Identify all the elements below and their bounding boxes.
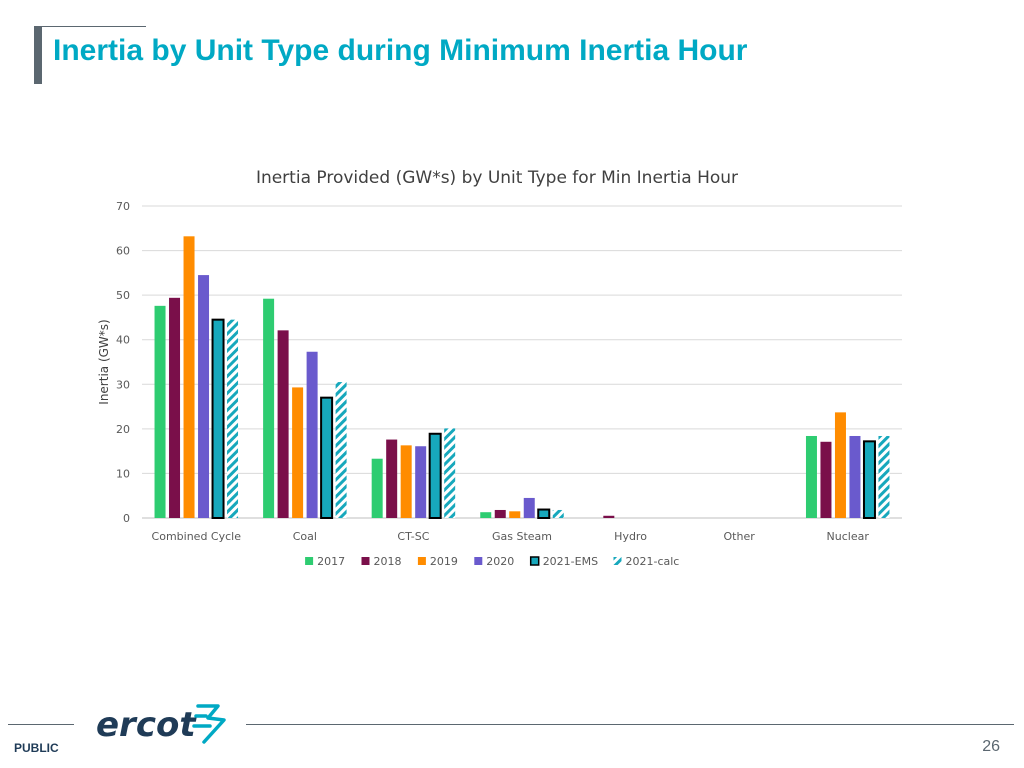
- legend-item: 2018: [361, 555, 402, 568]
- bar: [878, 435, 890, 518]
- bar: [183, 236, 195, 518]
- y-tick-label: 20: [116, 423, 130, 436]
- bar: [603, 515, 615, 518]
- bar: [834, 412, 846, 518]
- bar: [428, 432, 442, 520]
- bar: [400, 445, 412, 518]
- legend-item: 2021-EMS: [529, 555, 598, 568]
- legend-label: 2020: [486, 555, 514, 568]
- bar: [386, 439, 398, 518]
- bar: [263, 298, 275, 518]
- slide-title: Inertia by Unit Type during Minimum Iner…: [53, 34, 748, 67]
- bar: [509, 511, 521, 518]
- bar: [820, 441, 832, 518]
- footer-rule-left: [8, 724, 74, 725]
- bar-group: [154, 236, 239, 519]
- bar-group: [603, 515, 615, 518]
- bar: [805, 435, 817, 518]
- x-tick-label: CT-SC: [397, 530, 429, 543]
- chart-title: Inertia Provided (GW*s) by Unit Type for…: [256, 168, 738, 188]
- x-tick-label: Hydro: [614, 530, 647, 543]
- x-tick-label: Combined Cycle: [152, 530, 242, 543]
- legend-label: 2021-calc: [626, 555, 680, 568]
- logo-wordmark: ercot: [96, 705, 197, 745]
- bar: [415, 446, 427, 518]
- bar: [371, 458, 383, 518]
- bar: [849, 435, 861, 518]
- x-tick-label: Nuclear: [827, 530, 870, 543]
- y-tick-label: 0: [123, 512, 130, 525]
- footer-classification: PUBLIC: [14, 741, 59, 755]
- y-tick-label: 60: [116, 245, 130, 258]
- legend-item: 2021-calc: [613, 555, 680, 568]
- bar-group: [371, 428, 456, 520]
- legend-label: 2017: [317, 555, 345, 568]
- bar: [292, 387, 304, 518]
- legend-label: 2021-EMS: [543, 555, 598, 568]
- legend-swatch: [529, 556, 540, 566]
- y-axis-ticks: 0 10 20 30 40 50 60 70: [116, 200, 130, 525]
- ercot-logo: ercot: [96, 704, 226, 745]
- bar: [523, 497, 535, 518]
- logo-symbol-icon: [192, 704, 226, 744]
- x-tick-label: Other: [724, 530, 756, 543]
- bar: [306, 351, 318, 518]
- bar: [862, 440, 876, 519]
- bar: [537, 508, 551, 520]
- bar: [169, 297, 181, 518]
- y-tick-label: 30: [116, 378, 130, 391]
- bar: [154, 305, 166, 518]
- bar-group: [805, 412, 890, 519]
- bar: [198, 275, 210, 518]
- legend-label: 2018: [374, 555, 402, 568]
- bar-group: [263, 298, 347, 520]
- legend-swatch: [474, 557, 483, 565]
- legend: 2017 2018 2019 2020 2021-EMS 2021-calc: [305, 555, 679, 568]
- legend-item: 2020: [474, 555, 514, 568]
- title-accent-bar: [34, 26, 42, 84]
- legend-item: 2017: [305, 555, 345, 568]
- footer-rule-right: [246, 724, 1014, 725]
- legend-swatch: [613, 557, 622, 565]
- bar: [277, 330, 289, 518]
- y-axis-label: Inertia (GW*s): [97, 319, 111, 404]
- bar: [211, 318, 225, 519]
- bar-groups: [154, 236, 890, 520]
- bar: [227, 319, 239, 518]
- y-tick-label: 40: [116, 334, 130, 347]
- bar: [320, 396, 334, 520]
- bar: [335, 382, 347, 518]
- legend-label: 2019: [430, 555, 458, 568]
- bar: [552, 509, 564, 518]
- y-tick-label: 50: [116, 289, 130, 302]
- title-rule: [34, 26, 146, 27]
- bar-chart: Inertia Provided (GW*s) by Unit Type for…: [97, 168, 902, 568]
- x-axis-ticks: Combined Cycle Coal CT-SC Gas Steam Hydro Oth…: [152, 530, 870, 543]
- x-tick-label: Gas Steam: [492, 530, 552, 543]
- y-tick-label: 70: [116, 200, 130, 213]
- bar: [444, 428, 456, 518]
- bar: [480, 512, 492, 518]
- bar-group: [480, 497, 564, 520]
- legend-item: 2019: [417, 555, 458, 568]
- legend-swatch: [305, 557, 314, 565]
- gridlines: [142, 205, 902, 519]
- legend-swatch: [417, 557, 426, 565]
- page-number: 26: [982, 738, 1000, 755]
- x-tick-label: Coal: [293, 530, 317, 543]
- y-tick-label: 10: [116, 467, 130, 480]
- bar: [494, 509, 506, 518]
- legend-swatch: [361, 557, 370, 565]
